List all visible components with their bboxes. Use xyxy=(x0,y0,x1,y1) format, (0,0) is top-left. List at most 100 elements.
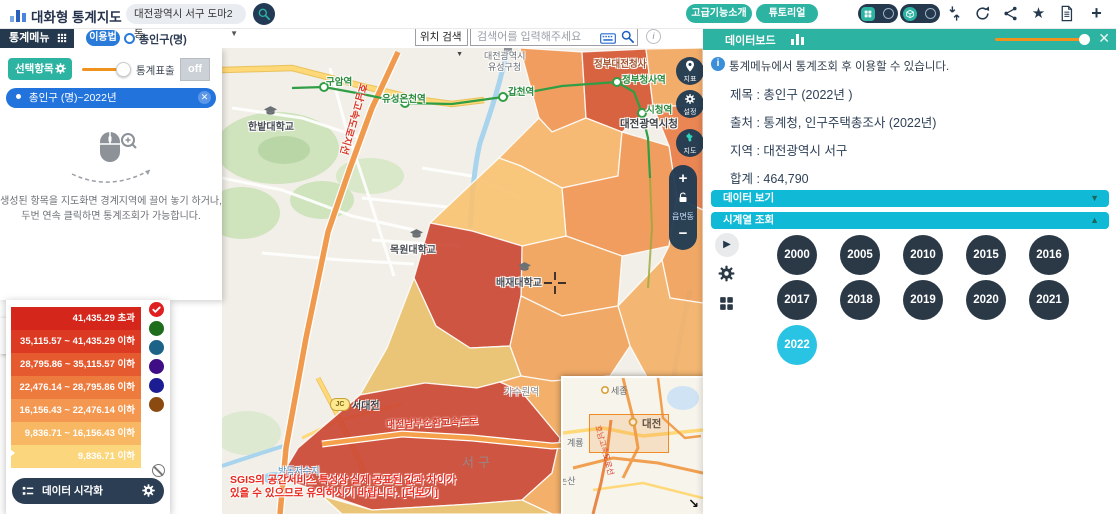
bullet-icon xyxy=(16,94,21,99)
korea-map-icon xyxy=(684,132,696,144)
year-button[interactable]: 2000 xyxy=(777,235,817,275)
refresh-icon[interactable] xyxy=(974,5,991,22)
zoom-out-button[interactable]: − xyxy=(678,225,688,242)
timeseries-play-button[interactable]: ▶ xyxy=(715,233,739,257)
close-icon[interactable]: ✕ xyxy=(1098,30,1110,46)
expressway-honam-branch xyxy=(276,50,402,514)
year-button[interactable]: 2015 xyxy=(966,235,1006,275)
year-button[interactable]: 2017 xyxy=(777,280,817,320)
legend-row[interactable]: 28,795.86 ~ 35,115.57 이하 xyxy=(11,353,141,376)
legend-row[interactable]: 16,156.43 ~ 22,476.14 이하 xyxy=(11,399,141,422)
map-base-layer xyxy=(222,48,703,514)
advanced-features-button[interactable]: 고급기능소개 xyxy=(686,4,752,23)
stats-menu-button[interactable]: 통계메뉴 xyxy=(0,28,74,48)
year-button[interactable]: 2019 xyxy=(903,280,943,320)
legend-row[interactable]: 9,836.71 이하 xyxy=(11,445,141,468)
info-title: 제목 : 총인구 (2022년 ) xyxy=(730,88,853,102)
section-data-view[interactable]: 데이터 보기 ▼ xyxy=(711,190,1109,207)
minimap-viewport-rect[interactable] xyxy=(589,414,669,453)
dashboard-header: 데이터보드 ✕ xyxy=(703,28,1116,50)
toggle-off-ring xyxy=(883,8,894,19)
dashboard-opacity-slider[interactable] xyxy=(995,38,1087,41)
active-item-tag[interactable]: 총인구 (명)~2022년 ✕ xyxy=(6,88,216,108)
settings-tool-button[interactable]: 설정 xyxy=(676,90,703,118)
palette-steelblue[interactable] xyxy=(149,340,164,355)
pin-icon xyxy=(684,60,696,72)
grid-icon xyxy=(717,294,736,313)
legend-row[interactable]: 9,836.71 ~ 16,156.43 이하 xyxy=(11,422,141,445)
palette-purple[interactable] xyxy=(149,359,164,374)
stats-menu-panel: 선택항목 통계표출 off 총인구 (명)~2022년 ✕ 생성된 항목을 지도… xyxy=(0,48,222,300)
search-submit-icon[interactable] xyxy=(620,29,635,44)
collapse-icon[interactable] xyxy=(946,5,963,22)
year-button[interactable]: 2010 xyxy=(903,235,943,275)
add-plus-icon[interactable]: + xyxy=(1091,3,1102,23)
chevron-up-icon: ▲ xyxy=(1090,215,1099,225)
legend-row[interactable]: 22,476.14 ~ 28,795.86 이하 xyxy=(11,376,141,399)
app-title: 대화형 통계지도 xyxy=(31,10,122,25)
search-category-select[interactable]: 위치 검색 ▼ xyxy=(415,27,468,58)
map-disclaimer[interactable]: SGIS의 공간서비스 특성상 실제 공표된 값과 차이가 있을 수 있으므로 … xyxy=(230,474,457,499)
section-timeseries[interactable]: 시계열 조회 ▲ xyxy=(711,212,1109,229)
share-icon[interactable] xyxy=(1002,5,1019,22)
dots-grid-icon xyxy=(57,33,67,43)
bar-chart-icon xyxy=(791,33,805,45)
stat-display-off-toggle[interactable]: off xyxy=(180,58,210,81)
info-region: 지역 : 대전광역시 서구 xyxy=(730,144,848,158)
rail-line xyxy=(291,77,654,289)
region-selector-dropdown[interactable]: 대전광역시 서구 도마2동 ▼ xyxy=(126,4,246,40)
legend-row[interactable]: 41,435.29 초과 xyxy=(11,307,141,330)
list-icon xyxy=(21,484,35,498)
dashboard-slider-knob[interactable] xyxy=(1079,34,1090,45)
gear-icon xyxy=(684,93,696,105)
usage-guide-button[interactable]: 이용법 xyxy=(86,30,120,46)
data-visualize-button[interactable]: 데이터 시각화 xyxy=(12,478,164,504)
data-dashboard-panel: 데이터보드 ✕ i 통계메뉴에서 통계조회 후 이용할 수 있습니다. 제목 :… xyxy=(703,28,1116,514)
info-icon[interactable]: i xyxy=(646,29,661,44)
year-button[interactable]: 2005 xyxy=(840,235,880,275)
timeseries-grid-button[interactable] xyxy=(715,292,739,316)
3d-view-toggle[interactable] xyxy=(900,4,940,23)
search-input[interactable] xyxy=(470,27,638,46)
year-button-selected[interactable]: 2022 xyxy=(777,325,817,365)
palette-none-icon[interactable] xyxy=(152,464,165,477)
tutorial-button[interactable]: 튜토리얼 xyxy=(756,4,818,23)
palette-brown[interactable] xyxy=(149,397,164,412)
select-item-button[interactable]: 선택항목 xyxy=(8,58,72,80)
year-button[interactable]: 2018 xyxy=(840,280,880,320)
virtual-keyboard-icon[interactable] xyxy=(600,31,616,42)
opacity-slider-knob[interactable] xyxy=(116,62,131,77)
admin-level-label: 읍면동 xyxy=(671,212,695,221)
close-icon[interactable]: ✕ xyxy=(198,91,211,104)
map-label-expressway-horizontal: 대전남부순환고속도로 xyxy=(385,416,479,431)
zoom-in-button[interactable]: + xyxy=(678,170,688,187)
year-button[interactable]: 2020 xyxy=(966,280,1006,320)
region-search-button[interactable] xyxy=(253,3,275,25)
zoom-lens-icon xyxy=(257,7,271,21)
indicator-tool-button[interactable]: 지표 xyxy=(676,57,703,85)
basemap-tool-button[interactable]: 지도 xyxy=(676,129,703,157)
bookmark-star-icon[interactable]: ★ xyxy=(1031,5,1046,22)
legend-row[interactable]: 35,115.57 ~ 41,435.29 이하 xyxy=(11,330,141,353)
palette-red-selected[interactable] xyxy=(149,302,164,317)
gear-icon xyxy=(54,62,67,75)
lock-open-icon[interactable] xyxy=(677,192,689,204)
opacity-slider-track[interactable] xyxy=(82,68,128,71)
timeseries-settings-button[interactable] xyxy=(715,262,739,286)
gear-icon xyxy=(717,264,736,283)
top-header-bar: 대화형 통계지도 대전광역시 서구 도마2동 ▼ 고급기능소개 튜토리얼 ★ + xyxy=(0,0,1116,40)
palette-navy[interactable] xyxy=(149,378,164,393)
palette-green[interactable] xyxy=(149,321,164,336)
year-button[interactable]: 2021 xyxy=(1029,280,1069,320)
overview-minimap[interactable]: 세종 대전 계룡 논산 호남고속도로선 ↘ xyxy=(561,376,703,514)
year-button[interactable]: 2016 xyxy=(1029,235,1069,275)
report-document-icon[interactable] xyxy=(1058,5,1075,22)
minimap-resize-handle[interactable]: ↘ xyxy=(688,496,699,511)
dashboard-body: i 통계메뉴에서 통계조회 후 이용할 수 있습니다. 제목 : 총인구 (20… xyxy=(703,50,1116,514)
gear-icon xyxy=(141,483,156,498)
map-canvas[interactable]: 한밭대학교 구암역 유성온천역 갑천역 대전광역시 유성구청 정부대전청사 정부… xyxy=(222,48,703,514)
info-total: 합계 : 464,790 xyxy=(730,172,809,186)
grid-view-toggle[interactable] xyxy=(858,4,898,23)
minimap-roads xyxy=(563,378,703,514)
